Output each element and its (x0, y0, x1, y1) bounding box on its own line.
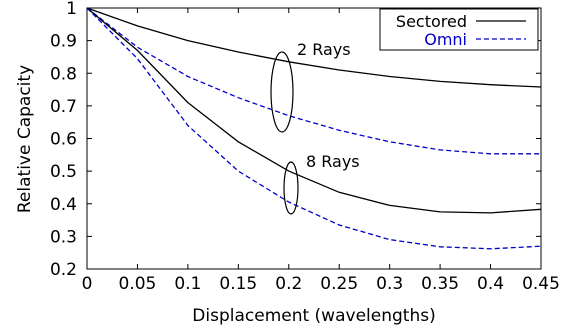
annotation-ellipse-8-rays (283, 161, 299, 215)
series-line-omni-8-rays (86, 7, 542, 250)
x-axis-label: Displacement (wavelengths) (192, 306, 435, 326)
x-tick-label: 0.05 (119, 274, 157, 294)
x-tick-label: 0.35 (421, 274, 459, 294)
series-layer (86, 7, 542, 250)
x-tick-label: 0.45 (522, 274, 560, 294)
y-tick-label: 0.2 (50, 260, 77, 280)
legend-label-omni: Omni (424, 30, 467, 49)
y-tick-label: 0.7 (50, 97, 77, 117)
y-tick-label: 0.6 (50, 130, 77, 150)
x-tick-label: 0.2 (275, 274, 302, 294)
y-tick-label: 0.5 (50, 162, 77, 182)
legend-box (379, 8, 539, 51)
y-axis-label: Relative Capacity (15, 65, 35, 213)
series-line-omni-2-rays (86, 7, 541, 155)
x-tick-label: 0.3 (376, 274, 403, 294)
legend-label-sectored: Sectored (396, 12, 467, 31)
legend: Sectored Omni (379, 8, 539, 51)
y-tick-label: 0.3 (50, 227, 77, 247)
annotation-ellipse-2-rays (270, 51, 294, 133)
x-tick-label: 0.1 (174, 274, 201, 294)
y-tick-label: 0.9 (50, 32, 77, 52)
y-tick-label: 0.4 (50, 195, 77, 215)
series-line-sectored-8-rays (86, 7, 542, 214)
annotation-8-rays: 8 Rays (306, 152, 360, 171)
ticks-layer: 0 0.05 0.1 0.15 0.2 0.25 0.3 0.35 0.4 0.45 0.2 0.3 0… (50, 0, 560, 294)
y-tick-label: 0.8 (50, 64, 77, 84)
x-tick-label: 0.15 (219, 274, 257, 294)
x-tick-label: 0.4 (477, 274, 504, 294)
x-tick-label: 0.25 (320, 274, 358, 294)
y-tick-label: 1 (66, 0, 77, 19)
x-tick-label: 0 (82, 274, 93, 294)
annotation-2-rays: 2 Rays (297, 40, 351, 59)
series-line-sectored-2-rays (86, 7, 542, 88)
